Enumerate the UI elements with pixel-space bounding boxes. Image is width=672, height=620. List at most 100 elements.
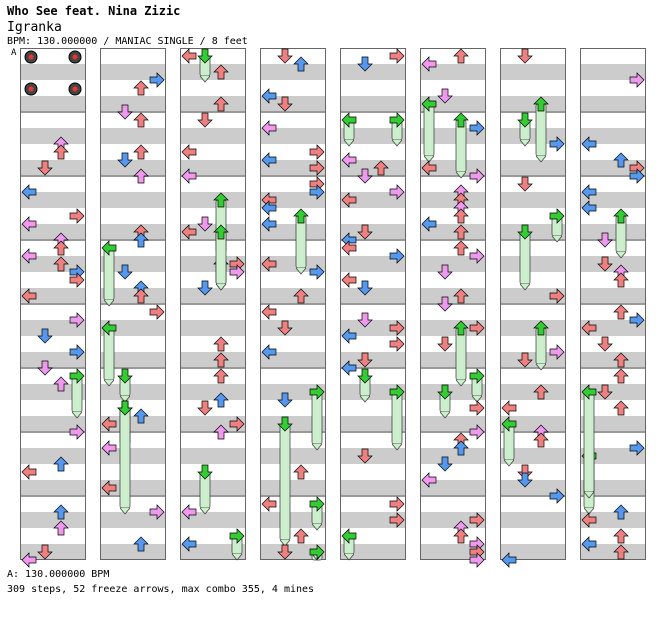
beat-stripe: [500, 416, 566, 432]
freeze-arrow-head: [309, 384, 325, 400]
beat-stripe: [420, 64, 486, 80]
beat-stripe: [420, 128, 486, 144]
freeze-arrow-tail: [199, 507, 211, 515]
beat-stripe: [180, 368, 246, 384]
step-arrow-up: [453, 288, 469, 304]
beat-stripe: [580, 400, 646, 416]
beat-stripe: [500, 256, 566, 272]
beat-stripe: [340, 240, 406, 256]
step-arrow-down: [597, 256, 613, 272]
step-arrow-right: [229, 416, 245, 432]
step-arrow-down: [197, 216, 213, 232]
freeze-arrow-tail: [583, 491, 595, 499]
step-arrow-right: [149, 72, 165, 88]
freeze-arrow-head: [101, 320, 117, 336]
beat-stripe: [340, 528, 406, 544]
freeze-arrow-tail: [71, 411, 83, 419]
beat-stripe: [100, 256, 166, 272]
beat-stripe: [420, 288, 486, 304]
step-arrow-up: [133, 288, 149, 304]
step-arrow-left: [421, 160, 437, 176]
freeze-arrow-head: [117, 400, 133, 416]
beat-stripe: [20, 208, 86, 224]
beat-stripe: [340, 160, 406, 176]
freeze-arrow-head: [309, 496, 325, 512]
step-arrow-up: [453, 208, 469, 224]
step-arrow-up: [613, 400, 629, 416]
beat-stripe: [420, 224, 486, 240]
step-arrow-down: [277, 544, 293, 560]
freeze-arrow-tail: [343, 553, 355, 561]
step-arrow-up: [53, 144, 69, 160]
step-arrow-left: [21, 464, 37, 480]
beat-stripe: [260, 96, 326, 112]
freeze-arrow-head: [309, 544, 325, 560]
beat-stripe: [180, 80, 246, 96]
step-arrow-down: [517, 352, 533, 368]
beat-stripe: [580, 512, 646, 528]
beat-stripe: [180, 272, 246, 288]
step-arrow-right: [149, 304, 165, 320]
freeze-arrow-body: [103, 327, 115, 381]
beat-stripe: [180, 208, 246, 224]
freeze-arrow-head: [101, 240, 117, 256]
step-arrow-up: [453, 48, 469, 64]
beat-stripe: [180, 240, 246, 256]
step-arrow-up: [453, 224, 469, 240]
beat-stripe: [340, 448, 406, 464]
beat-stripe: [500, 336, 566, 352]
step-arrow-up: [133, 80, 149, 96]
beat-stripe: [420, 496, 486, 512]
step-arrow-left: [261, 256, 277, 272]
beat-stripe: [420, 256, 486, 272]
step-arrow-left: [181, 168, 197, 184]
freeze-arrow-tail: [551, 235, 563, 243]
freeze-arrow-head: [421, 96, 437, 112]
freeze-arrow-tail: [215, 283, 227, 291]
beat-stripe: [260, 528, 326, 544]
beat-stripe: [20, 320, 86, 336]
freeze-arrow-head: [389, 112, 405, 128]
step-arrow-down: [197, 280, 213, 296]
beat-stripe: [420, 304, 486, 320]
beat-stripe: [500, 304, 566, 320]
step-arrow-left: [581, 320, 597, 336]
freeze-arrow-tail: [343, 139, 355, 147]
beat-stripe: [180, 224, 246, 240]
beat-stripe: [100, 112, 166, 128]
beat-stripe: [260, 480, 326, 496]
freeze-arrow-head: [533, 96, 549, 112]
stats-line: 309 steps, 52 freeze arrows, max combo 3…: [7, 584, 315, 595]
beat-stripe: [260, 288, 326, 304]
beat-stripe: [580, 432, 646, 448]
step-arrow-left: [21, 184, 37, 200]
beat-stripe: [180, 384, 246, 400]
beat-stripe: [420, 320, 486, 336]
step-arrow-left: [181, 504, 197, 520]
beat-stripe: [500, 368, 566, 384]
step-arrow-left: [501, 400, 517, 416]
beat-stripe: [580, 416, 646, 432]
beat-stripe: [580, 496, 646, 512]
beat-stripe: [100, 288, 166, 304]
step-arrow-left: [261, 344, 277, 360]
freeze-arrow-head: [501, 416, 517, 432]
beat-stripe: [500, 512, 566, 528]
beat-stripe: [580, 176, 646, 192]
beat-stripe: [100, 128, 166, 144]
freeze-arrow-tail: [455, 379, 467, 387]
step-arrow-right: [469, 512, 485, 528]
step-arrow-left: [581, 200, 597, 216]
beat-stripe: [180, 352, 246, 368]
step-arrow-down: [437, 336, 453, 352]
beat-stripe: [340, 304, 406, 320]
beat-stripe: [180, 256, 246, 272]
beat-stripe: [260, 272, 326, 288]
beat-stripe: [500, 144, 566, 160]
step-arrow-right: [389, 248, 405, 264]
step-arrow-up: [53, 256, 69, 272]
step-arrow-left: [581, 536, 597, 552]
step-arrow-right: [469, 120, 485, 136]
beat-stripe: [500, 352, 566, 368]
beat-stripe: [100, 368, 166, 384]
